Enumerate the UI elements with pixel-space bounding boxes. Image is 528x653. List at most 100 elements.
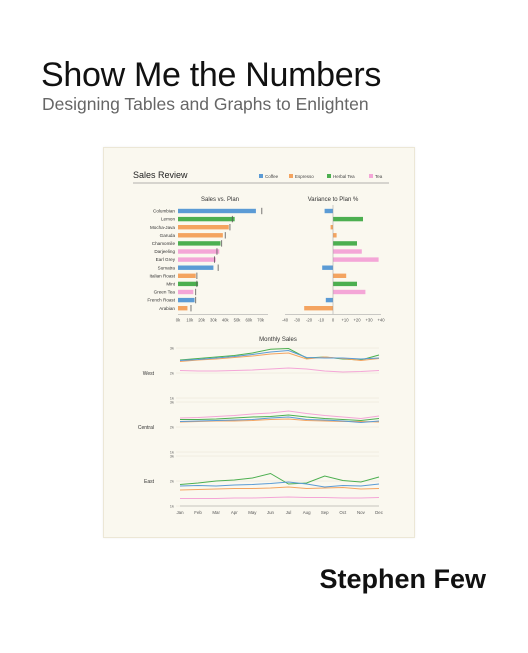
x-tick-label: -40 <box>282 317 289 322</box>
legend-swatch <box>289 174 293 178</box>
variance-bar <box>333 257 379 262</box>
category-label: Lemon <box>161 217 175 222</box>
month-label: Sep <box>321 510 329 515</box>
x-tick-label: -30 <box>294 317 301 322</box>
legend-swatch <box>369 174 373 178</box>
variance-bar <box>333 249 362 254</box>
sales-bar <box>178 281 199 287</box>
x-tick-label: -10 <box>318 317 325 322</box>
category-label: Mocha-Java <box>150 225 175 230</box>
category-label: Arabian <box>159 306 175 311</box>
y-tick-label: 2k <box>170 479 174 484</box>
x-tick-label: 0 <box>332 317 335 322</box>
month-label: Nov <box>357 510 366 515</box>
category-label: Darjeeling <box>154 249 175 254</box>
book-title: Show Me the Numbers <box>41 56 382 94</box>
series-line <box>180 414 380 422</box>
x-tick-label: 70k <box>257 317 265 322</box>
category-label: Mint <box>166 282 175 287</box>
y-tick-label: 1k <box>170 396 174 401</box>
variance-bar <box>325 297 333 303</box>
sales-bar <box>178 216 235 222</box>
category-label: Chamomile <box>152 241 176 246</box>
sales-bar <box>178 265 214 270</box>
legend-label: Coffee <box>265 174 279 179</box>
x-tick-label: +30 <box>365 317 373 322</box>
sales-bar <box>178 208 256 214</box>
month-label: Jan <box>176 510 184 515</box>
x-tick-label: +20 <box>353 317 361 322</box>
variance-chart: -40 -30 -20 -10 0 +10 +20 +30 +40 <box>282 205 385 322</box>
x-tick-label: 0k <box>176 317 181 322</box>
category-label: Columbian <box>153 209 175 214</box>
region-label: East <box>144 479 155 485</box>
series-line <box>179 349 380 361</box>
legend: Coffee Espresso Herbal Tea Tea <box>259 174 383 179</box>
sales-vs-plan-title: Sales vs. Plan <box>201 197 239 203</box>
series-line <box>179 410 380 420</box>
monthly-sales-chart: 1k 2k 3k West 1k 2k 3k Central 1k 2k 3k East Jan Feb M… <box>138 346 384 516</box>
variance-bar <box>333 273 347 278</box>
dashboard-title: Sales Review <box>133 170 188 180</box>
dashboard-illustration: Sales Review Coffee Espresso Herbal Tea Tea… <box>103 147 415 538</box>
category-label: Italian Roast <box>149 273 175 278</box>
legend-label: Tea <box>375 174 383 179</box>
month-label: Dec <box>375 510 384 515</box>
x-tick-label: 40k <box>222 317 230 322</box>
month-label: Feb <box>194 510 202 515</box>
x-tick-label: 50k <box>234 317 242 322</box>
series-line <box>179 486 380 491</box>
series-line <box>179 481 380 488</box>
region-label: Central <box>138 425 154 431</box>
x-tick-label: 10k <box>186 317 194 322</box>
y-tick-label: 1k <box>170 504 174 509</box>
sales-bar <box>178 289 194 295</box>
variance-bar <box>330 225 333 230</box>
x-tick-label: -20 <box>306 317 313 322</box>
x-tick-label: +40 <box>377 317 385 322</box>
variance-bar <box>333 216 363 222</box>
category-label: Earl Grey <box>156 257 176 262</box>
y-tick-label: 3k <box>170 400 174 405</box>
legend-label: Espresso <box>295 174 314 179</box>
month-label: Jun <box>267 510 275 515</box>
dashboard-svg: Sales Review Coffee Espresso Herbal Tea Tea… <box>133 170 389 516</box>
category-label: Green Tea <box>154 290 176 295</box>
sales-bar <box>178 297 195 303</box>
sales-bar <box>178 225 229 230</box>
variance-bar <box>333 281 357 287</box>
month-label: Apr <box>231 510 238 515</box>
series-line <box>179 352 380 362</box>
month-label: May <box>248 510 257 515</box>
variance-bar <box>333 289 366 295</box>
sales-bar <box>178 249 220 254</box>
monthly-sales-title: Monthly Sales <box>259 337 297 343</box>
sales-vs-plan-chart: Columbian Lemon Mocha-Java Garuda Chamomile D… <box>147 207 268 322</box>
x-tick-label: 20k <box>198 317 206 322</box>
x-tick-label: 60k <box>245 317 253 322</box>
category-label: Sumatra <box>158 265 176 270</box>
month-label: Aug <box>303 510 311 515</box>
x-tick-label: +10 <box>341 317 349 322</box>
variance-bar <box>333 241 357 246</box>
variance-bar <box>324 208 333 214</box>
sales-bar <box>178 233 223 238</box>
sales-bar <box>178 273 196 278</box>
month-label: Mar <box>212 510 220 515</box>
x-tick-label: 30k <box>210 317 218 322</box>
region-label: West <box>143 371 155 377</box>
sales-bar <box>178 306 188 311</box>
y-tick-label: 2k <box>170 371 174 376</box>
y-tick-label: 3k <box>170 346 174 351</box>
series-line <box>180 496 380 499</box>
category-label: French Roast <box>147 298 175 303</box>
sales-bar <box>178 241 221 246</box>
category-label: Garuda <box>160 233 176 238</box>
legend-label: Herbal Tea <box>333 174 355 179</box>
y-tick-label: 2k <box>170 425 174 430</box>
series-line <box>179 472 380 485</box>
y-tick-label: 3k <box>170 454 174 459</box>
month-label: Oct <box>339 510 347 515</box>
month-label: Jul <box>286 510 292 515</box>
sales-bar <box>178 257 216 262</box>
